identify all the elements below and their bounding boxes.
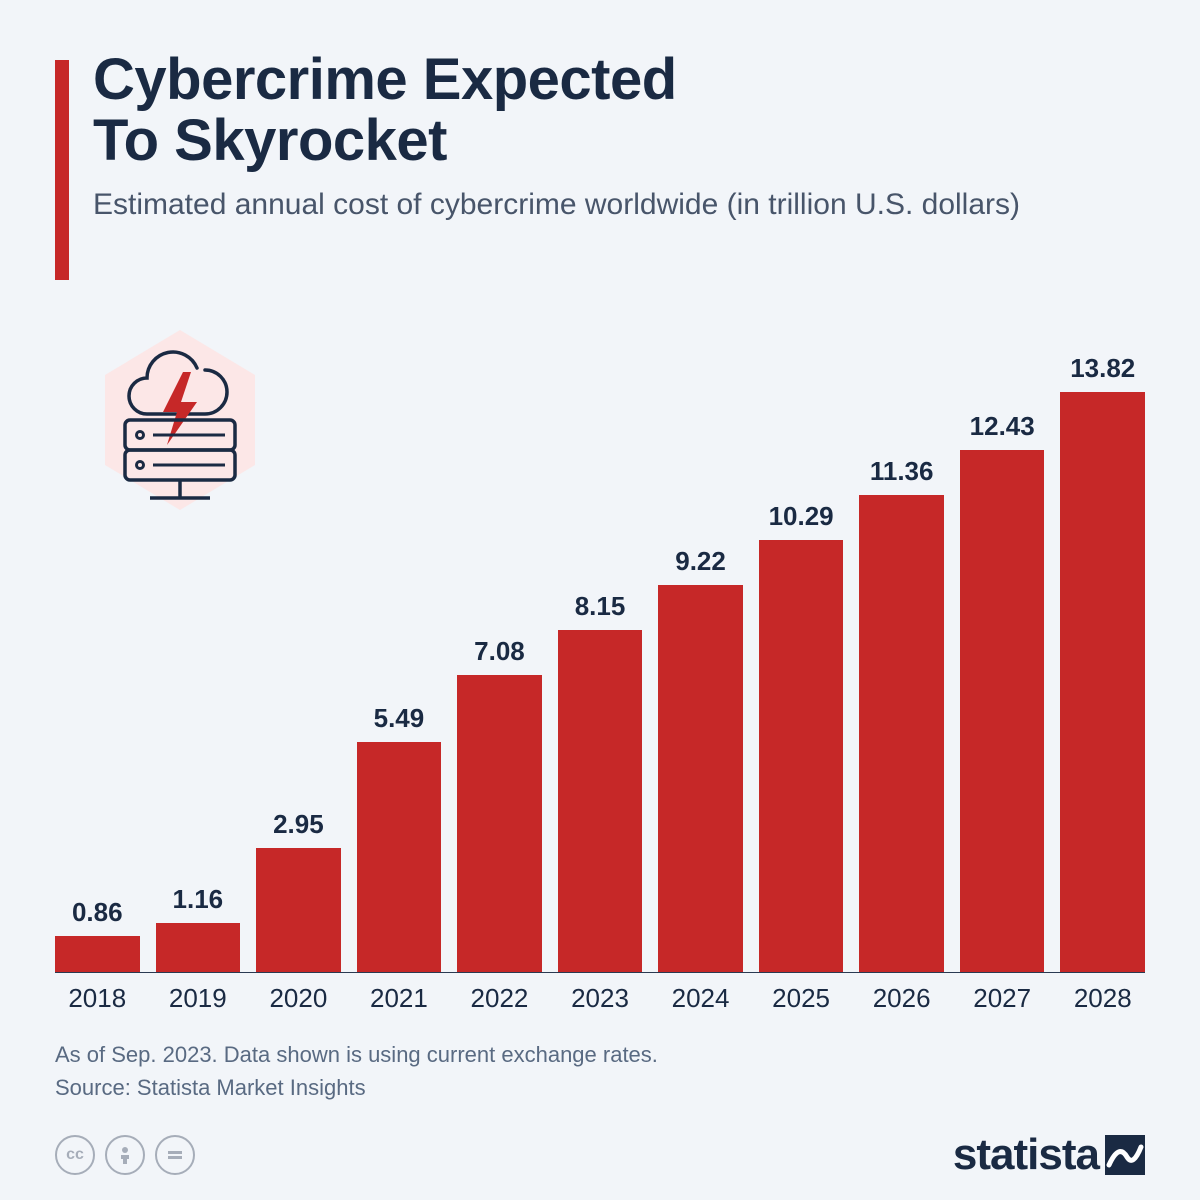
bar — [1060, 392, 1145, 972]
page-subtitle: Estimated annual cost of cybercrime worl… — [93, 186, 1145, 224]
bar — [558, 630, 643, 972]
x-axis-label: 2027 — [960, 973, 1045, 1020]
bar — [357, 742, 442, 972]
footer: cc statista — [55, 1130, 1145, 1180]
bar-value-label: 2.95 — [273, 809, 324, 840]
bar-value-label: 0.86 — [72, 897, 123, 928]
bar — [156, 923, 241, 972]
cc-icon: cc — [55, 1135, 95, 1175]
cc-by-icon — [105, 1135, 145, 1175]
bar-value-label: 12.43 — [970, 411, 1035, 442]
bar-value-label: 8.15 — [575, 591, 626, 622]
bar — [256, 848, 341, 972]
footnote-line-2: Source: Statista Market Insights — [55, 1071, 1145, 1104]
bar — [55, 936, 140, 972]
title-block: Cybercrime Expected To Skyrocket Estimat… — [93, 50, 1145, 223]
x-axis: 2018 2019 2020 2021 2022 2023 2024 2025 2026 2027… — [55, 972, 1145, 1020]
footnote: As of Sep. 2023. Data shown is using cur… — [55, 1038, 1145, 1104]
x-axis-label: 2028 — [1060, 973, 1145, 1020]
brand-logo: statista — [953, 1130, 1145, 1180]
bar-value-label: 13.82 — [1070, 353, 1135, 384]
x-axis-label: 2018 — [55, 973, 140, 1020]
x-axis-label: 2022 — [457, 973, 542, 1020]
x-axis-label: 2025 — [759, 973, 844, 1020]
bar-value-label: 1.16 — [173, 884, 224, 915]
x-axis-label: 2023 — [558, 973, 643, 1020]
bar — [658, 585, 743, 972]
bar-column: 9.22 — [658, 352, 743, 972]
bar-column: 8.15 — [558, 352, 643, 972]
bar-column: 11.36 — [859, 352, 944, 972]
bar-column: 7.08 — [457, 352, 542, 972]
bar — [759, 540, 844, 972]
header: Cybercrime Expected To Skyrocket Estimat… — [55, 50, 1145, 280]
bar — [859, 495, 944, 972]
footnote-line-1: As of Sep. 2023. Data shown is using cur… — [55, 1038, 1145, 1071]
bar-value-label: 7.08 — [474, 636, 525, 667]
cc-icon-label: cc — [66, 1146, 84, 1164]
bar-column: 5.49 — [357, 352, 442, 972]
bar-column: 1.16 — [156, 352, 241, 972]
bar-column: 13.82 — [1060, 352, 1145, 972]
bar-column: 0.86 — [55, 352, 140, 972]
bar-value-label: 5.49 — [374, 703, 425, 734]
bar-column: 10.29 — [759, 352, 844, 972]
bar — [457, 675, 542, 972]
license-icons: cc — [55, 1135, 195, 1175]
bar-value-label: 11.36 — [870, 456, 934, 487]
bar-value-label: 9.22 — [675, 546, 726, 577]
bar-column: 2.95 — [256, 352, 341, 972]
bar — [960, 450, 1045, 972]
bar-column: 12.43 — [960, 352, 1045, 972]
title-line-2: To Skyrocket — [93, 108, 447, 173]
x-axis-label: 2021 — [357, 973, 442, 1020]
page-title: Cybercrime Expected To Skyrocket — [93, 50, 1145, 172]
x-axis-label: 2024 — [658, 973, 743, 1020]
x-axis-label: 2019 — [156, 973, 241, 1020]
title-line-1: Cybercrime Expected — [93, 47, 677, 112]
cc-nd-icon — [155, 1135, 195, 1175]
x-axis-label: 2020 — [256, 973, 341, 1020]
bar-value-label: 10.29 — [769, 501, 834, 532]
bars-container: 0.86 1.16 2.95 5.49 7.08 8.15 9.22 10.29 11.36 12… — [55, 352, 1145, 972]
accent-bar — [55, 60, 69, 280]
brand-text: statista — [953, 1130, 1099, 1180]
x-axis-label: 2026 — [859, 973, 944, 1020]
bar-chart: 0.86 1.16 2.95 5.49 7.08 8.15 9.22 10.29 11.36 12… — [55, 310, 1145, 1020]
brand-wave-icon — [1105, 1135, 1145, 1175]
